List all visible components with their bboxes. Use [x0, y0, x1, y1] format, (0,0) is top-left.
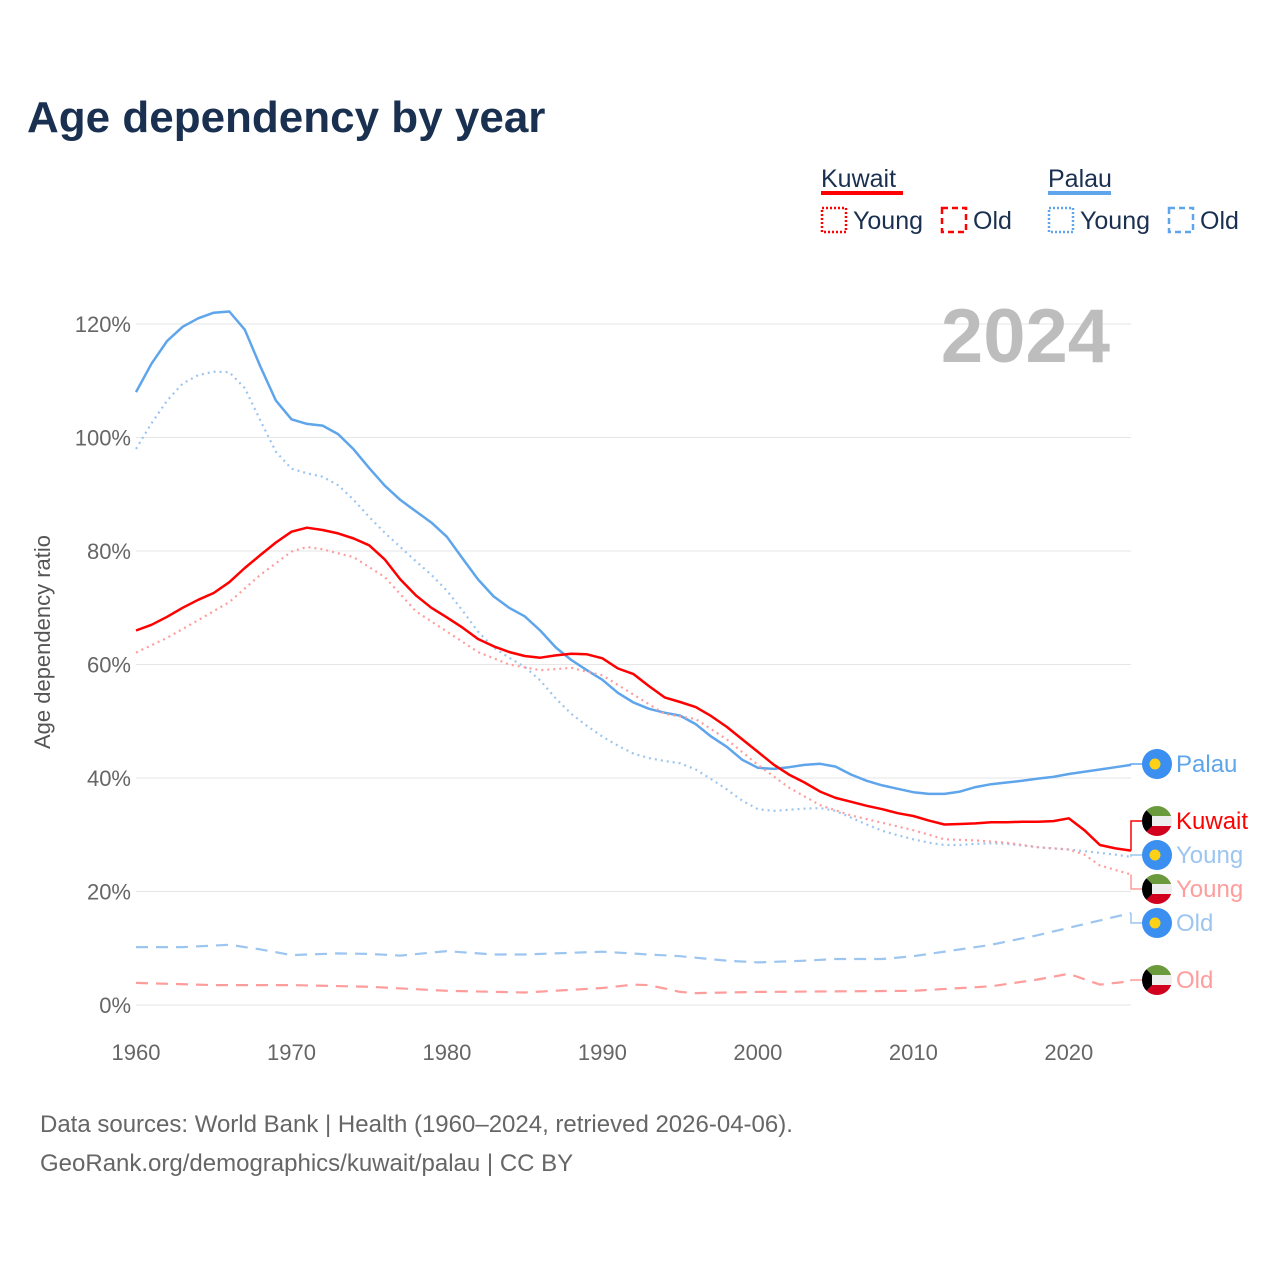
end-label-connector: [1130, 763, 1142, 765]
end-label-connector: [1130, 913, 1142, 924]
y-tick-label: 20%: [87, 880, 131, 905]
end-label-kuwait: Kuwait: [1176, 808, 1248, 835]
legend-kuwait-label[interactable]: Kuwait: [821, 165, 896, 193]
legend-palau-label[interactable]: Palau: [1048, 165, 1112, 193]
end-label-connector: [1130, 979, 1142, 982]
legend-palau-young-label[interactable]: Young: [1080, 207, 1150, 235]
series-lines: [134, 310, 1132, 995]
kuwait-flag-icon: [1142, 874, 1172, 904]
x-tick-label: 2000: [733, 1040, 782, 1065]
series-line-kuwait-young[interactable]: [135, 545, 1132, 876]
legend-palau-old-label[interactable]: Old: [1200, 207, 1239, 235]
legend-palau-swatch: [1048, 191, 1111, 195]
legend-palau-old-swatch: [1167, 206, 1195, 234]
series-line-kuwait[interactable]: [135, 526, 1132, 852]
source-line-2[interactable]: GeoRank.org/demographics/kuwait/palau | …: [40, 1150, 573, 1177]
y-tick-label: 80%: [87, 539, 131, 564]
kuwait-flag-icon: [1142, 806, 1172, 836]
end-label-kuwait-old: Old: [1176, 967, 1213, 994]
end-label-palau-young: Young: [1176, 842, 1243, 869]
kuwait-flag-icon: [1142, 965, 1172, 995]
source-line-1: Data sources: World Bank | Health (1960–…: [40, 1111, 793, 1138]
palau-flag-icon: [1142, 749, 1172, 779]
end-labels: Palau Kuwait Young Young Old Old: [1130, 749, 1248, 995]
legend-kuwait-old-swatch: [940, 206, 968, 234]
y-axis-title: Age dependency ratio: [30, 535, 55, 749]
legend: Kuwait Young Old Palau Young Old: [820, 165, 1239, 235]
legend-kuwait-young-swatch: [820, 206, 848, 234]
x-tick-label: 2020: [1044, 1040, 1093, 1065]
palau-flag-icon: [1142, 840, 1172, 870]
y-tick-label: 0%: [99, 993, 131, 1018]
x-tick-label: 1990: [578, 1040, 627, 1065]
y-tick-label: 40%: [87, 766, 131, 791]
legend-kuwait-old-label[interactable]: Old: [973, 207, 1012, 235]
legend-kuwait-swatch: [821, 191, 903, 195]
year-badge: 2024: [941, 294, 1110, 379]
x-tick-label: 2010: [889, 1040, 938, 1065]
series-line-palau-old[interactable]: [136, 912, 1132, 964]
end-label-connector: [1130, 820, 1142, 851]
palau-flag-icon: [1142, 908, 1172, 938]
end-label-kuwait-young: Young: [1176, 876, 1243, 903]
y-axis-ticks: 0% 20% 40% 60% 80% 100% 120%: [75, 312, 131, 1018]
series-line-kuwait-old[interactable]: [135, 972, 1132, 995]
end-label-connector: [1130, 874, 1142, 890]
legend-kuwait-young-label[interactable]: Young: [853, 207, 923, 235]
series-line-palau[interactable]: [134, 310, 1132, 796]
gridlines: [136, 323, 1131, 1006]
y-tick-label: 60%: [87, 653, 131, 678]
legend-palau-young-swatch: [1047, 206, 1075, 234]
y-tick-label: 100%: [75, 426, 131, 451]
x-tick-label: 1970: [267, 1040, 316, 1065]
x-tick-label: 1960: [112, 1040, 161, 1065]
x-tick-label: 1980: [422, 1040, 471, 1065]
end-label-palau-old: Old: [1176, 910, 1213, 937]
x-axis-ticks: 1960 1970 1980 1990 2000 2010 2020: [112, 1040, 1094, 1065]
chart-title: Age dependency by year: [27, 93, 545, 142]
end-label-connector: [1130, 854, 1142, 857]
end-label-palau: Palau: [1176, 751, 1237, 778]
y-tick-label: 120%: [75, 312, 131, 337]
series-line-palau-young[interactable]: [135, 370, 1132, 858]
